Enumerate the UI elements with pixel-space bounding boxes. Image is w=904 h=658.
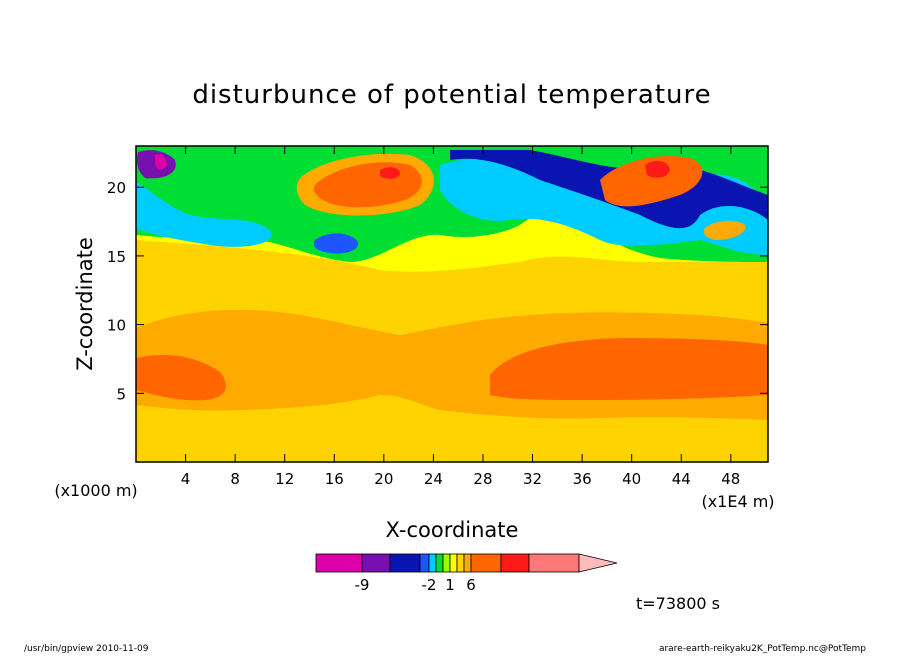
x-tick-label: 8	[230, 470, 240, 488]
x-tick-label: 24	[424, 470, 443, 488]
colorbar-cell	[463, 553, 472, 573]
footer-right: arare-earth-reikyaku2K_PotTemp.nc@PotTem…	[659, 644, 866, 654]
colorbar-label: 1	[445, 576, 455, 594]
x-tick-label: 48	[721, 470, 740, 488]
colorbar-arrow	[578, 553, 618, 573]
fill-orange-right2	[703, 220, 746, 240]
y-tick-label: 15	[107, 248, 126, 266]
colorbar-cell	[389, 553, 421, 573]
colorbar-cell	[528, 553, 580, 573]
y-axis-label: Z-coordinate	[73, 237, 97, 371]
y-tick-label: 5	[116, 385, 126, 403]
x-tick-label: 4	[181, 470, 191, 488]
colorbar-cell	[428, 553, 437, 573]
fill-magenta-left	[155, 154, 167, 170]
x-tick-label: 12	[275, 470, 294, 488]
x-unit-label: (x1E4 m)	[701, 492, 774, 511]
colorbar	[315, 553, 618, 573]
colorbar-cell	[442, 553, 451, 573]
time-label: t=73800 s	[636, 594, 720, 613]
colorbar-label: 6	[466, 576, 476, 594]
fill-cyan-left	[136, 182, 272, 247]
chart-title: disturbunce of potential temperature	[192, 80, 711, 110]
colorbar-cell	[435, 553, 444, 573]
fill-blue-mid	[313, 233, 359, 254]
fill-red-top	[380, 167, 400, 179]
x-tick-label: 36	[573, 470, 592, 488]
fill-orange-right	[600, 156, 703, 207]
colorbar-cell	[449, 553, 458, 573]
colorbar-label: -9	[355, 576, 370, 594]
fill-orange-low-right	[490, 338, 768, 400]
colorbar-labels: -9 -2 1 6	[355, 576, 476, 594]
colorbar-cell	[419, 553, 430, 573]
colorbar-cell	[315, 553, 363, 573]
plot-frame	[135, 145, 769, 463]
x-tick-label: 44	[672, 470, 691, 488]
fill-upper-yellow-dark	[136, 250, 768, 300]
colorbar-cell	[456, 553, 465, 573]
y-axis: 5 10 15 20	[107, 179, 768, 403]
x-axis: 4 8 12 16 20 24 28 32 36 40 44 48	[181, 146, 740, 488]
x-tick-label: 40	[622, 470, 641, 488]
contour-fill	[136, 146, 768, 462]
x-tick-label: 28	[473, 470, 492, 488]
x-tick-label: 20	[374, 470, 393, 488]
x-tick-label: 32	[523, 470, 542, 488]
colorbar-cell	[500, 553, 530, 573]
fill-red-right	[645, 160, 670, 178]
x-tick-label: 16	[325, 470, 344, 488]
y-tick-label: 10	[107, 317, 126, 335]
y-tick-label: 20	[107, 179, 126, 197]
colorbar-cell	[361, 553, 391, 573]
fill-orange-low-left	[136, 354, 226, 401]
colorbar-cell	[470, 553, 502, 573]
y-unit-label: (x1000 m)	[54, 481, 137, 500]
footer-left: /usr/bin/gpview 2010-11-09	[24, 644, 149, 654]
colorbar-label: -2	[422, 576, 437, 594]
x-axis-label: X-coordinate	[386, 518, 519, 542]
